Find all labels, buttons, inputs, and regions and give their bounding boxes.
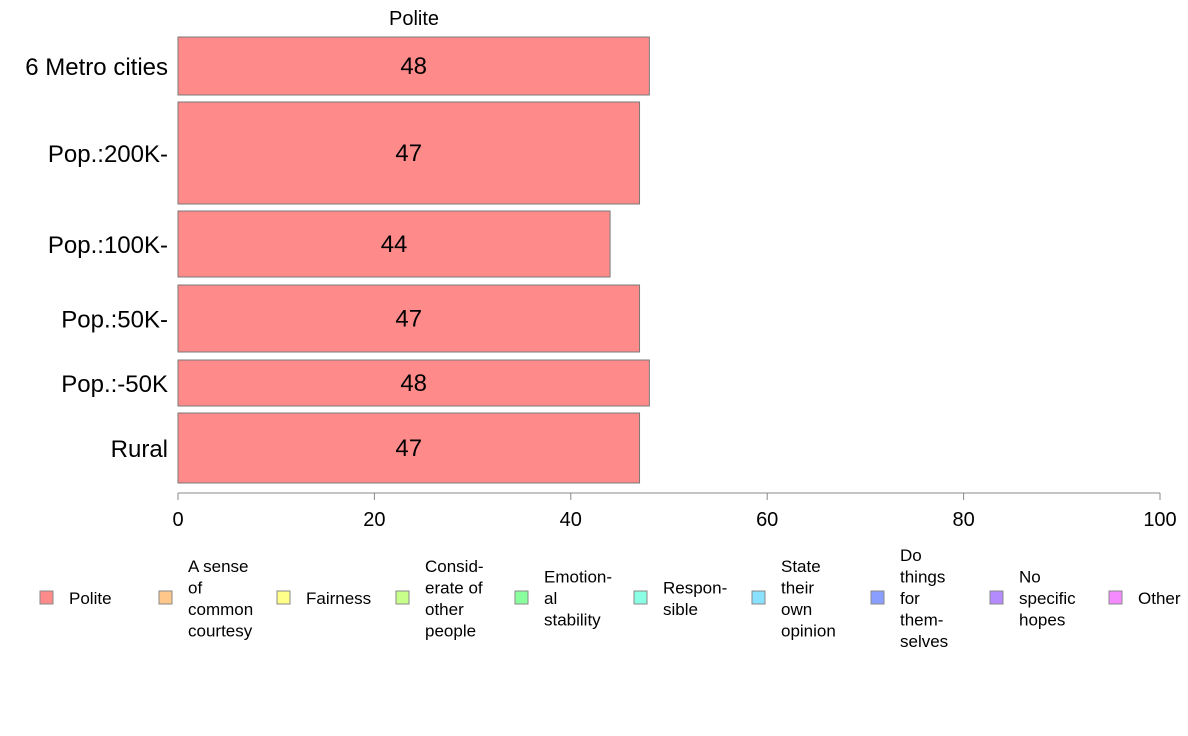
legend-item: Emotion-al stability [514,568,612,630]
legend-swatch [276,590,291,605]
bar [177,359,650,407]
bar [177,284,641,353]
x-tick-label: 0 [172,509,183,531]
legend-label: Polite [69,589,112,608]
x-tick-label: 20 [363,509,385,531]
bar [177,210,611,278]
legend-label: State their own opinion [781,557,836,641]
category-label: 6 Metro cities [25,54,168,81]
chart-title: Polite [389,8,439,30]
bar-value-label: 48 [400,370,427,397]
legend-label: Consid-erate of other people [425,557,484,641]
legend-swatch [1108,590,1123,605]
x-tick-label: 100 [1143,509,1176,531]
legend-label: Other [1138,589,1181,608]
category-label: Pop.:200K- [48,141,168,168]
bar [177,101,641,205]
category-label: Pop.:100K- [48,232,168,259]
x-axis: 0 20 40 60 80 100 [172,492,1177,531]
legend-item: A sense of common courtesy [158,557,253,641]
legend-swatch [870,590,885,605]
bar-value-label: 47 [395,306,422,333]
legend-label: Respon-sible [663,578,727,619]
category-label: Pop.:-50K [61,371,168,398]
legend-swatch [514,590,529,605]
bar-value-label: 47 [395,435,422,462]
x-tick-label: 40 [560,509,582,531]
legend-swatch [39,590,54,605]
bar [177,412,641,484]
legend: Polite A sense of common courtesy Fairness Con… [39,546,1181,651]
category-label: Rural [111,436,168,463]
legend-label: Do things for them-selves [900,546,948,651]
legend-swatch [158,590,173,605]
legend-item: Polite [39,589,112,608]
legend-item: Respon-sible [633,578,727,619]
legend-item: No specific hopes [989,568,1076,630]
legend-label: No specific hopes [1019,568,1076,630]
bar-value-label: 47 [395,140,422,167]
bar-value-label: 44 [381,231,408,258]
bars-layer: 48 6 Metro cities 47 Pop.:200K- 44 Pop.:100K-… [25,36,650,484]
legend-item: State their own opinion [751,557,836,641]
legend-item: Consid-erate of other people [395,557,484,641]
legend-label: Emotion-al stability [544,568,612,630]
bar-value-label: 48 [400,53,427,80]
category-label: Pop.:50K- [61,307,168,334]
legend-item: Other [1108,589,1181,608]
legend-swatch [989,590,1004,605]
legend-swatch [395,590,410,605]
legend-label: A sense of common courtesy [188,557,253,641]
legend-swatch [633,590,648,605]
legend-item: Fairness [276,589,371,608]
legend-swatch [751,590,766,605]
x-tick-label: 80 [952,509,974,531]
legend-item: Do things for them-selves [870,546,948,651]
legend-label: Fairness [306,589,371,608]
bar [177,36,650,96]
x-tick-label: 60 [756,509,778,531]
